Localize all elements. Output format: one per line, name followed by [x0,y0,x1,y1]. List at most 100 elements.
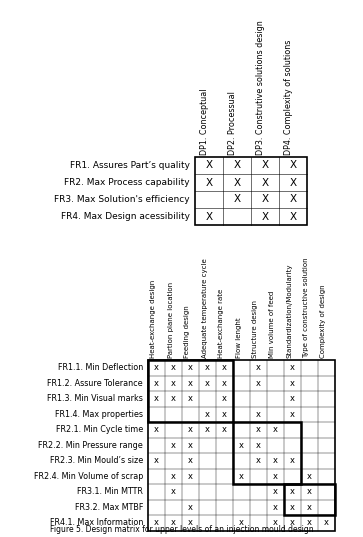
Text: x: x [188,456,193,465]
Text: Structure design: Structure design [253,300,258,358]
Text: Complexity of design: Complexity of design [321,285,326,358]
Text: x: x [154,518,159,527]
Text: x: x [171,487,176,496]
Text: FR2.4. Min Volume of scrap: FR2.4. Min Volume of scrap [34,471,143,481]
Text: x: x [205,425,210,434]
Text: DP1. Conceptual: DP1. Conceptual [200,89,209,155]
Text: x: x [307,487,312,496]
Text: x: x [239,471,244,481]
Text: X: X [289,194,297,205]
Text: x: x [154,425,159,434]
Text: x: x [205,363,210,372]
Text: FR2.3. Min Mould’s size: FR2.3. Min Mould’s size [50,456,143,465]
Text: x: x [239,518,244,527]
Text: X: X [233,161,241,171]
Text: x: x [171,518,176,527]
Text: X: X [289,178,297,187]
Text: x: x [307,471,312,481]
Text: X: X [261,178,269,187]
Text: x: x [154,456,159,465]
Text: Adequate temperature cycle: Adequate temperature cycle [201,258,208,358]
Text: Standardization/Modularity: Standardization/Modularity [286,264,293,358]
Text: x: x [256,379,261,388]
Text: FR1. Assures Part’s quality: FR1. Assures Part’s quality [70,161,190,170]
Text: X: X [205,212,213,221]
Text: x: x [222,410,227,419]
Text: X: X [233,178,241,187]
Text: X: X [261,212,269,221]
Bar [148,360,335,531]
Text: x: x [307,518,312,527]
Text: X: X [233,194,241,205]
Text: x: x [256,425,261,434]
Text: Min volume of feed: Min volume of feed [269,291,276,358]
Text: FR1.3. Min Visual marks: FR1.3. Min Visual marks [47,394,143,403]
Text: x: x [222,394,227,403]
Text: FR2. Max Process capability: FR2. Max Process capability [64,178,190,187]
Text: X: X [289,161,297,171]
Bar [233,422,301,484]
Text: x: x [273,456,278,465]
Text: FR4.1. Max Information: FR4.1. Max Information [50,518,143,527]
Text: x: x [256,456,261,465]
Text: x: x [154,394,159,403]
Text: FR1.2. Assure Tolerance: FR1.2. Assure Tolerance [48,379,143,388]
Text: x: x [188,471,193,481]
Text: FR4. Max Design acessibility: FR4. Max Design acessibility [61,212,190,221]
Text: x: x [290,487,295,496]
Text: Flow lenght: Flow lenght [236,317,241,358]
Text: FR1.4. Max properties: FR1.4. Max properties [55,410,143,419]
Text: x: x [222,379,227,388]
Text: FR2.2. Min Pressure range: FR2.2. Min Pressure range [38,441,143,450]
Text: x: x [171,471,176,481]
Text: x: x [188,363,193,372]
Bar [284,484,335,515]
Text: x: x [171,394,176,403]
Text: x: x [273,487,278,496]
Text: X: X [289,212,297,221]
Text: X: X [205,161,213,171]
Text: x: x [205,379,210,388]
Text: x: x [239,441,244,450]
Text: X: X [205,178,213,187]
Text: x: x [171,441,176,450]
Text: x: x [290,410,295,419]
Text: x: x [273,503,278,512]
Text: x: x [154,363,159,372]
Text: x: x [256,363,261,372]
Text: DP2. Processual: DP2. Processual [228,91,237,155]
Text: x: x [290,518,295,527]
Text: X: X [261,194,269,205]
Text: x: x [188,441,193,450]
Text: x: x [324,518,329,527]
Text: x: x [290,379,295,388]
Text: Figure 5. Design matrix for upper levels of an injection mould design: Figure 5. Design matrix for upper levels… [50,525,313,534]
Text: x: x [273,471,278,481]
Text: FR3. Max Solution's efficiency: FR3. Max Solution's efficiency [54,195,190,204]
Text: x: x [222,363,227,372]
Text: Heat-exchange design: Heat-exchange design [151,280,156,358]
Text: x: x [154,379,159,388]
Text: Heat-exchange rate: Heat-exchange rate [219,289,224,358]
Text: DP4. Complexity of solutions: DP4. Complexity of solutions [284,40,293,155]
Text: x: x [256,441,261,450]
Text: x: x [188,518,193,527]
Text: x: x [273,425,278,434]
Text: x: x [307,503,312,512]
Text: x: x [273,518,278,527]
Text: x: x [256,410,261,419]
Text: x: x [290,456,295,465]
Text: FR3.2. Max MTBF: FR3.2. Max MTBF [75,503,143,512]
Text: FR1.1. Min Deflection: FR1.1. Min Deflection [58,363,143,372]
Text: x: x [290,503,295,512]
Bar [148,360,233,422]
Text: Feeding design: Feeding design [184,305,191,358]
Text: x: x [222,425,227,434]
Bar [195,157,307,225]
Text: x: x [205,410,210,419]
Text: x: x [171,379,176,388]
Text: DP3. Construtive solutions design: DP3. Construtive solutions design [256,20,265,155]
Text: x: x [188,394,193,403]
Text: x: x [188,503,193,512]
Text: FR3.1. Min MTTR: FR3.1. Min MTTR [77,487,143,496]
